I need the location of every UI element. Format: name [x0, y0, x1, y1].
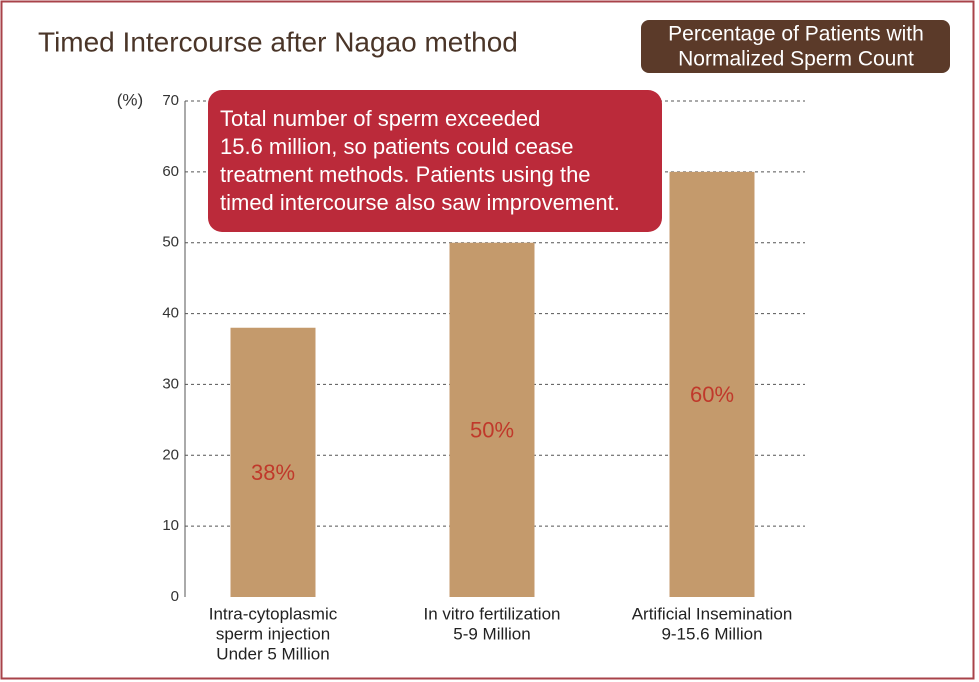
y-tick-label: 70 — [162, 92, 179, 109]
x-tick-label: Under 5 Million — [216, 644, 329, 663]
annotation: timed intercourse also saw improvement. — [220, 190, 620, 215]
subtitle: Percentage of Patients with — [668, 23, 924, 46]
value-label: 38% — [251, 460, 295, 485]
annotation: treatment methods. Patients using the — [220, 162, 591, 187]
bar — [669, 171, 755, 597]
subtitle: Normalized Sperm Count — [678, 48, 914, 71]
x-tick-label: 5-9 Million — [453, 624, 530, 643]
annotation-box — [208, 90, 662, 232]
x-tick-label: Artificial Insemination — [632, 604, 793, 623]
x-tick-label: Intra-cytoplasmic — [209, 604, 338, 623]
y-tick-label: 30 — [162, 375, 179, 392]
value-label: 60% — [690, 382, 734, 407]
y-axis-label: (%) — [117, 90, 143, 109]
y-tick-label: 10 — [162, 517, 179, 534]
bar — [449, 242, 535, 597]
y-tick-label: 40 — [162, 305, 179, 322]
y-tick-label: 50 — [162, 234, 179, 251]
x-tick-label: 9-15.6 Million — [661, 624, 762, 643]
x-tick-label: sperm injection — [216, 624, 330, 643]
bar — [230, 327, 316, 597]
annotation: Total number of sperm exceeded — [220, 106, 540, 131]
annotation: 15.6 million, so patients could cease — [220, 134, 573, 159]
y-tick-label: 20 — [162, 446, 179, 463]
y-tick-label: 60 — [162, 163, 179, 180]
subtitle-box — [641, 20, 950, 73]
x-tick-label: In vitro fertilization — [424, 604, 561, 623]
y-tick-label: 0 — [171, 588, 179, 605]
value-label: 50% — [470, 418, 514, 443]
chart-title: Timed Intercourse after Nagao method — [38, 26, 518, 57]
